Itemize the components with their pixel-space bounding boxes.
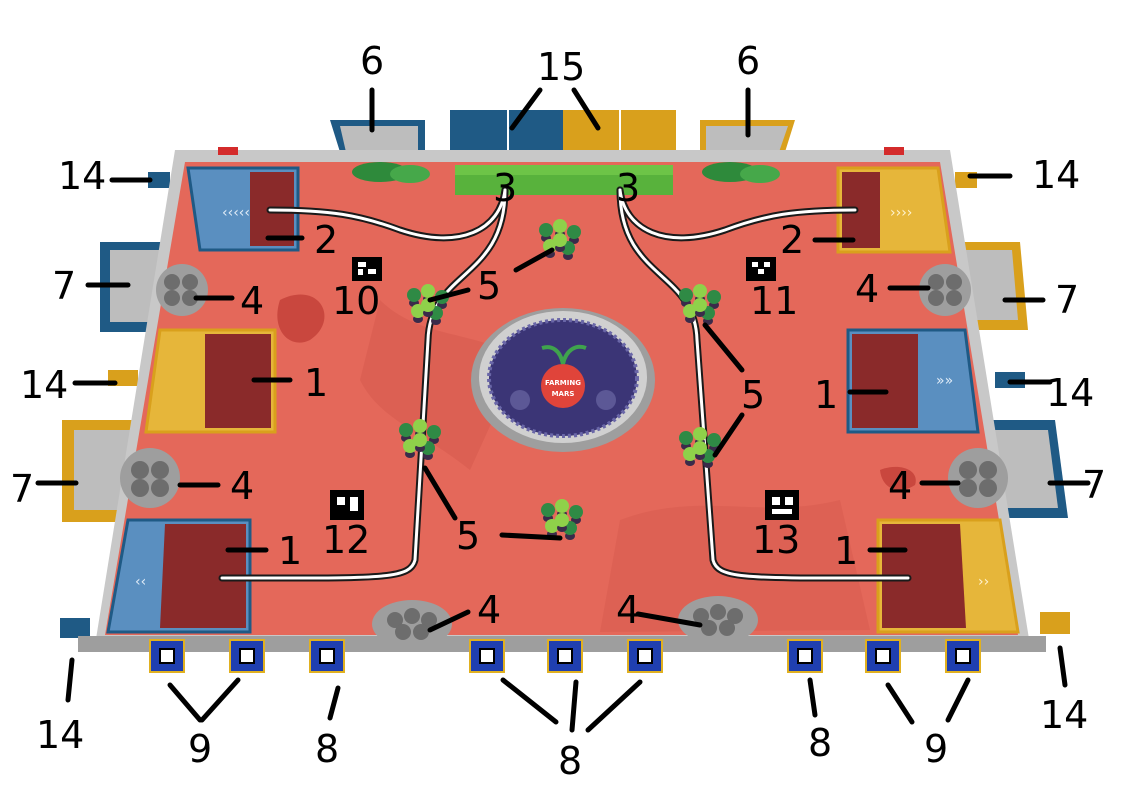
callout-4-right-lower: 4: [888, 464, 912, 508]
callout-numbers: 6 15 6 14 14 3 3 2 2 7 7 4 4 5 10 11 14 …: [10, 39, 1106, 783]
callout-4-right-upper: 4: [855, 267, 879, 311]
callout-8-center: 8: [558, 739, 582, 783]
svg-text:‹‹‹‹‹: ‹‹‹‹‹: [222, 205, 250, 221]
red-corner-marker-right: [884, 147, 904, 155]
plant-cluster: [679, 427, 721, 468]
callout-7-right-upper: 7: [1055, 278, 1079, 322]
callout-4-left-upper: 4: [240, 279, 264, 323]
callout-4-left-lower: 4: [230, 464, 254, 508]
callout-4-bottom-left: 4: [477, 588, 501, 632]
callout-1-left-lower: 1: [278, 529, 302, 573]
crater-cluster-bottom-left: [372, 600, 452, 648]
aruco-marker-13: [765, 490, 799, 520]
callout-14-top-left: 14: [58, 154, 106, 198]
tile-type-8: [309, 639, 345, 673]
tab-top-left: [148, 172, 170, 188]
callout-11: 11: [750, 279, 798, 323]
callout-14-mid-left: 14: [20, 363, 68, 407]
tile-type-9: [945, 639, 981, 673]
plant-groups: [399, 219, 721, 540]
aruco-marker-12: [330, 490, 364, 520]
callout-1-right-lower: 1: [834, 529, 858, 573]
svg-text:››››: ››››: [890, 205, 912, 221]
tile-type-9: [229, 639, 265, 673]
callout-9-left: 9: [188, 727, 212, 771]
zone-bottom-right: ››: [876, 518, 1020, 634]
top-yellow-box: [563, 110, 676, 152]
aruco-marker-10: [352, 257, 382, 281]
decor-bush-top-right: [702, 162, 780, 183]
callout-14-mid-right: 14: [1046, 371, 1094, 415]
decor-bush-top-left: [352, 162, 430, 183]
crater-cluster-bottom-right: [678, 596, 758, 644]
callout-1-right-middle: 1: [814, 373, 838, 417]
tile-type-8: [787, 639, 823, 673]
svg-text:‹‹: ‹‹: [135, 574, 146, 590]
crater-cluster-left-upper: [156, 264, 208, 316]
callout-6-left: 6: [360, 39, 384, 83]
terrain-patch: [277, 294, 325, 343]
terrain-patch: [880, 466, 916, 490]
callout-5-bottom-left: 5: [456, 514, 480, 558]
callout-5-top-left: 5: [477, 264, 501, 308]
callout-13: 13: [752, 518, 800, 562]
crater-cluster-right-upper: [919, 264, 971, 316]
callout-2-left: 2: [314, 218, 338, 262]
callout-6-right: 6: [736, 39, 760, 83]
callout-1-left-middle: 1: [304, 361, 328, 405]
callout-lines: [35, 87, 1091, 733]
tile-type-9: [149, 639, 185, 673]
callout-14-bottom-left: 14: [36, 713, 84, 757]
crater-cluster-right-lower: [948, 448, 1008, 508]
callout-10: 10: [332, 279, 380, 323]
plant-cluster: [399, 419, 441, 460]
callout-15: 15: [537, 45, 585, 89]
svg-text:»»: »»: [936, 373, 953, 389]
tab-bottom-left: [60, 618, 90, 638]
callout-3-left: 3: [493, 166, 517, 210]
callout-5-right-upper: 5: [741, 373, 765, 417]
zone-left-middle: [144, 328, 277, 434]
tile-type-9: [865, 639, 901, 673]
center-logo-platform: FARMING MARS: [471, 308, 655, 452]
callout-4-bottom-right: 4: [616, 588, 640, 632]
red-corner-marker-left: [218, 147, 238, 155]
plant-cluster: [679, 284, 721, 325]
callout-7-right-lower: 7: [1082, 463, 1106, 507]
aruco-marker-11: [746, 257, 776, 281]
terrain-patch: [600, 500, 870, 632]
zone-top-right: ››››: [836, 166, 952, 254]
top-blue-box: [450, 110, 563, 152]
tab-bottom-right: [1040, 612, 1070, 634]
callout-14-bottom-right: 14: [1040, 693, 1088, 737]
tile-type-8: [547, 639, 583, 673]
bottom-tiles: [149, 639, 981, 673]
svg-text:››: ››: [978, 574, 989, 590]
tile-type-8: [627, 639, 663, 673]
callout-8-right: 8: [808, 721, 832, 765]
zone-top-left: ‹‹‹‹‹: [186, 166, 300, 252]
callout-2-right: 2: [780, 218, 804, 262]
callout-12: 12: [322, 518, 370, 562]
right-lower-side-box: [985, 420, 1068, 518]
guide-lines: [218, 186, 912, 582]
zone-right-middle: »»: [846, 328, 980, 434]
left-upper-side-box: [100, 242, 165, 332]
callout-3-right: 3: [616, 166, 640, 210]
callout-9-right: 9: [924, 727, 948, 771]
logo-line2: MARS: [552, 390, 575, 398]
top-left-gray-box: [330, 120, 425, 152]
callout-8-left: 8: [315, 727, 339, 771]
callout-7-left-upper: 7: [52, 264, 76, 308]
zone-bottom-left: ‹‹: [106, 518, 252, 634]
callout-7-left-lower: 7: [10, 467, 34, 511]
callout-14-top-right: 14: [1032, 153, 1080, 197]
tile-type-8: [469, 639, 505, 673]
logo-line1: FARMING: [545, 379, 581, 387]
plant-cluster: [541, 499, 583, 540]
crater-cluster-left-lower: [120, 448, 180, 508]
terrain-patch: [360, 300, 520, 470]
